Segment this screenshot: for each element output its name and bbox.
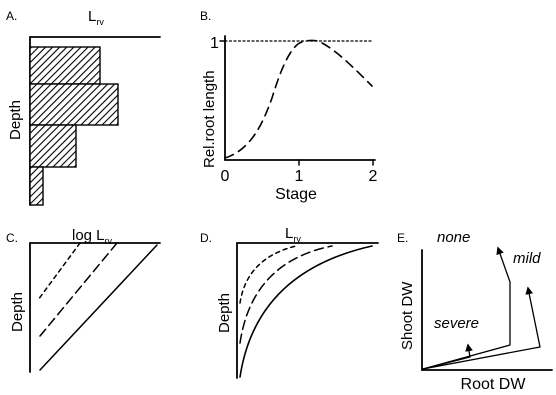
- panel-b-root-length-curve: [224, 39, 373, 159]
- panel-b-label: B.: [200, 9, 211, 23]
- panel-c-line-long-dash: [39, 242, 118, 337]
- panel-d-label: D.: [200, 231, 212, 245]
- panel-c-top-label: log Lrv: [72, 227, 113, 246]
- panel-b-xlabel: Stage: [275, 186, 317, 203]
- panel-b-ylabel: Rel.root length: [201, 70, 218, 168]
- panel-e-trajectory-mild: [422, 286, 541, 370]
- panel-a-bar-3: [29, 124, 77, 168]
- panel-d: D. Lrv Depth: [200, 225, 379, 379]
- panel-e-xlabel: Root DW: [461, 376, 527, 393]
- panel-b-x-tick-label-0: 0: [221, 168, 230, 185]
- panel-a-bar-1: [29, 46, 101, 85]
- panel-b-x-tick-label-1: 1: [295, 168, 304, 185]
- panel-d-curve-short-dash: [239, 245, 297, 304]
- panel-a-bar-2: [29, 83, 119, 126]
- panel-e-label-severe: severe: [434, 315, 479, 332]
- panel-d-curve-long-dash: [239, 245, 333, 344]
- panel-e-trajectory-none: [422, 246, 511, 370]
- panel-a-bar-4: [29, 166, 44, 206]
- panel-c-label: C.: [6, 231, 18, 245]
- panel-e-ylabel: Shoot DW: [399, 281, 416, 350]
- panel-d-depth-label: Depth: [216, 293, 233, 333]
- panel-d-curve-solid: [239, 245, 373, 378]
- panel-c: C. log Lrv Depth: [6, 227, 161, 373]
- panel-a-top-label: Lrv: [88, 8, 104, 27]
- panel-b-x-tick-label-2: 2: [369, 168, 378, 185]
- panel-e: E. Shoot DW Root DW none mild severe: [397, 229, 553, 393]
- panel-c-depth-label: Depth: [9, 292, 26, 332]
- panel-e-label: E.: [397, 231, 408, 245]
- panel-c-line-solid: [39, 244, 158, 371]
- panel-a-label: A.: [6, 9, 17, 23]
- panel-a: A. Lrv Depth: [6, 8, 161, 206]
- panel-e-trajectory-severe: [422, 343, 473, 370]
- panel-d-top-label: Lrv: [285, 225, 301, 244]
- panel-c-line-short-dash: [37, 242, 81, 301]
- panel-b-y-tick-label: 1: [210, 35, 219, 52]
- panel-e-label-none: none: [437, 229, 470, 246]
- panel-b: B. Rel.root length 1 0 1 2 Stage: [200, 9, 378, 203]
- panel-e-label-mild: mild: [513, 250, 541, 267]
- panel-a-depth-label: Depth: [7, 100, 24, 140]
